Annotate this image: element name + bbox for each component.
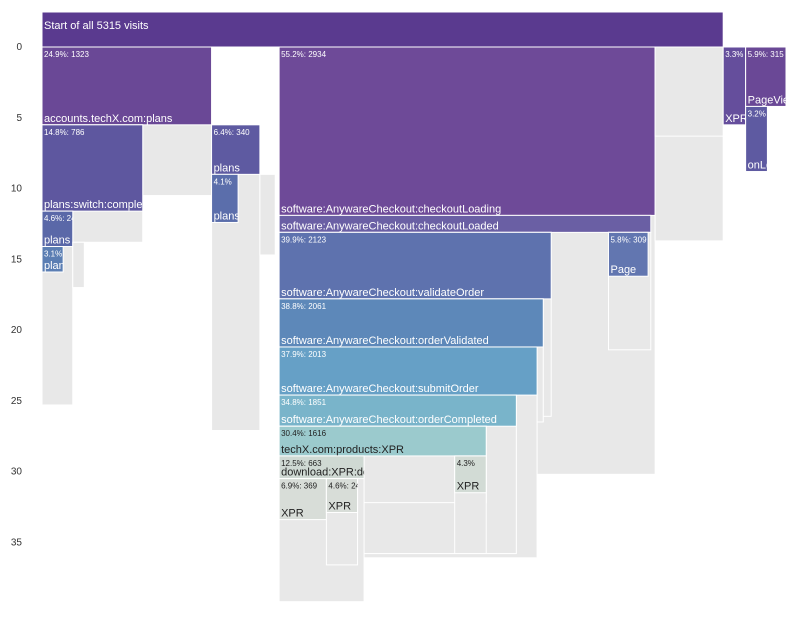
node-percent-label: 4.1% [214, 177, 232, 186]
node-bar-ps_a_b[interactable] [41, 246, 64, 273]
node-percent-label: 4.6%: 24 [44, 214, 76, 223]
node-label: onLoad [748, 160, 785, 172]
node-bar-so[interactable] [278, 346, 538, 396]
node-label: software:AnywareCheckout:checkoutLoaded [281, 220, 499, 232]
drop-off-bar[interactable] [72, 241, 85, 289]
y-tick-label: 25 [11, 396, 23, 407]
node-percent-label: 12.5%: 663 [281, 459, 322, 468]
node-percent-label: 24.9%: 1323 [44, 50, 89, 59]
node-percent-label: 3.1% [44, 250, 62, 259]
y-tick-label: 15 [11, 254, 23, 265]
node-label: plans [44, 235, 71, 247]
node-percent-label: 14.8%: 786 [44, 128, 85, 137]
node-label: download:XPR:default [281, 467, 390, 479]
node-bar-dy[interactable] [325, 478, 359, 514]
node-label: plans [44, 260, 71, 272]
node-bar-chk[interactable] [278, 46, 656, 216]
node-label: accounts.techX.com:plans [44, 113, 173, 125]
node-bar-tp[interactable] [278, 425, 487, 457]
y-tick-label: 35 [11, 537, 23, 548]
node-bar-oc[interactable] [278, 394, 517, 427]
node-bar-ps[interactable] [41, 124, 144, 212]
y-tick-label: 30 [11, 467, 23, 478]
node-label: XPR [457, 481, 480, 493]
node-label: XPR [328, 501, 351, 513]
node-bar-root[interactable] [41, 11, 724, 48]
node-bar-pl_b_c[interactable] [211, 173, 239, 223]
node-label: Start of all 5315 visits [44, 20, 149, 32]
node-bar-dx[interactable] [278, 478, 327, 521]
node-label: Page [610, 264, 636, 276]
drop-off-bar[interactable] [654, 46, 724, 137]
node-label: software:AnywareCheckout:checkoutLoading [281, 203, 501, 215]
y-tick-label: 5 [16, 113, 22, 124]
node-percent-label: 39.9%: 2123 [281, 235, 326, 244]
node-bar-cl_b[interactable] [607, 231, 649, 277]
node-percent-label: 55.2%: 2934 [281, 50, 326, 59]
node-percent-label: 3.2% [748, 109, 766, 118]
node-label: plans [214, 210, 241, 222]
y-axis: 0 5 10 15 20 25 30 35 [11, 42, 23, 548]
node-percent-label: 5.9%: 315 [748, 50, 785, 59]
y-tick-label: 10 [11, 184, 23, 195]
node-bar-tpx[interactable] [454, 455, 487, 494]
chart-nodes: Start of all 5315 visits 24.9%: 1323 accou… [41, 11, 797, 603]
node-percent-label: 37.9%: 2013 [281, 350, 326, 359]
y-tick-label: 20 [11, 325, 23, 336]
node-label: plans:switch:complete [44, 199, 152, 211]
node-bar-onl[interactable] [745, 105, 768, 173]
node-label: software:AnywareCheckout:orderCompleted [281, 414, 497, 426]
node-label: plans [214, 162, 241, 174]
node-label: software:AnywareCheckout:submitOrder [281, 383, 479, 395]
node-bar-ov[interactable] [278, 298, 544, 348]
node-label: software:AnywareCheckout:orderValidated [281, 335, 489, 347]
node-percent-label: 6.4%: 340 [214, 128, 251, 137]
node-label: software:AnywareCheckout:validateOrder [281, 287, 484, 299]
y-tick-label: 0 [16, 42, 22, 53]
node-label: techX.com:products:XPR [281, 444, 404, 456]
node-percent-label: 4.6%: 243 [328, 482, 365, 491]
node-bar-pv[interactable] [745, 46, 787, 107]
node-percent-label: 3.3% [725, 50, 743, 59]
node-percent-label: 6.9%: 369 [281, 482, 318, 491]
node-percent-label: 30.4%: 1616 [281, 429, 326, 438]
node-bar-plans[interactable] [41, 46, 213, 126]
node-label: PageView [748, 94, 797, 106]
drop-off-bar[interactable] [259, 173, 276, 256]
node-bar-pl_b[interactable] [211, 124, 261, 175]
node-percent-label: 4.3% [457, 459, 475, 468]
node-label: XPR [725, 113, 748, 125]
node-label: XPR [281, 508, 304, 520]
node-bar-vo[interactable] [278, 231, 552, 300]
node-percent-label: 34.8%: 1851 [281, 398, 326, 407]
node-percent-label: 5.8%: 309 [610, 235, 647, 244]
node-percent-label: 38.8%: 2061 [281, 302, 326, 311]
